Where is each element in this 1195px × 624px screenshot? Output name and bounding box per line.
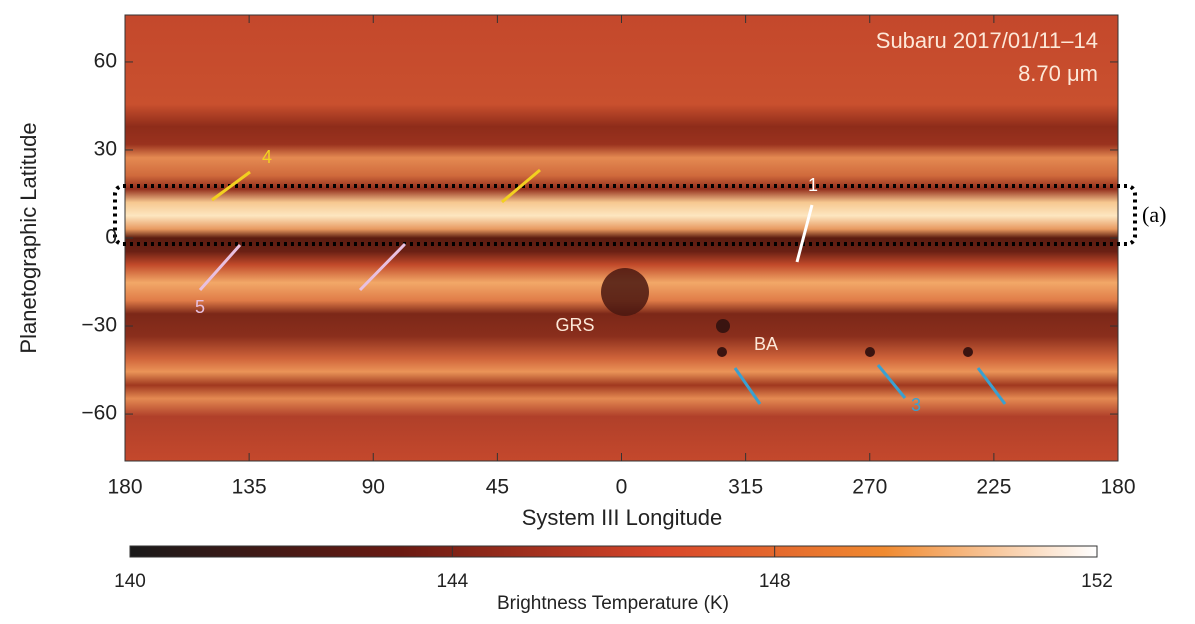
y-tick-label: 0 xyxy=(105,226,117,249)
annotation: BA xyxy=(754,334,778,354)
annotation: 5 xyxy=(195,297,205,317)
colorbar-tick-label: 152 xyxy=(1081,571,1113,592)
x-tick-label: 315 xyxy=(728,476,763,499)
x-axis-label: System III Longitude xyxy=(522,505,723,530)
y-tick-label: −30 xyxy=(81,314,117,337)
chart-title: Subaru 2017/01/11–14 xyxy=(876,28,1098,53)
vortex xyxy=(865,347,875,357)
x-tick-label: 45 xyxy=(486,476,509,499)
annotation: GRS xyxy=(555,315,594,335)
vortex xyxy=(716,319,730,333)
x-tick-label: 180 xyxy=(107,476,142,499)
chart: Subaru 2017/01/11–14 8.70 μm 4 1 5 3 GRS… xyxy=(0,0,1195,619)
x-tick-label: 135 xyxy=(232,476,267,499)
chart-subtitle: 8.70 μm xyxy=(1018,61,1098,86)
colorbar-tick-label: 140 xyxy=(114,571,146,592)
vortex xyxy=(717,347,727,357)
colorbar-tick-label: 148 xyxy=(759,571,791,592)
y-tick-label: 30 xyxy=(94,138,117,161)
y-tick-label: 60 xyxy=(94,49,117,72)
y-axis-label: Planetographic Latitude xyxy=(16,122,41,353)
colorbar-label: Brightness Temperature (K) xyxy=(497,593,729,614)
x-tick-label: 0 xyxy=(616,476,628,499)
annotation: 3 xyxy=(911,395,921,415)
colorbar-tick-label: 144 xyxy=(436,571,468,592)
annotation: 1 xyxy=(808,175,818,195)
x-tick-label: 225 xyxy=(976,476,1011,499)
x-tick-label: 90 xyxy=(362,476,385,499)
great-red-spot xyxy=(601,268,649,316)
colorbar xyxy=(130,546,1097,557)
x-tick-label: 180 xyxy=(1100,476,1135,499)
thermal-map xyxy=(125,15,1118,461)
annotation: (a) xyxy=(1142,202,1166,227)
x-tick-label: 270 xyxy=(852,476,887,499)
y-tick-label: −60 xyxy=(81,402,117,425)
vortex xyxy=(963,347,973,357)
annotation: 4 xyxy=(262,147,272,167)
